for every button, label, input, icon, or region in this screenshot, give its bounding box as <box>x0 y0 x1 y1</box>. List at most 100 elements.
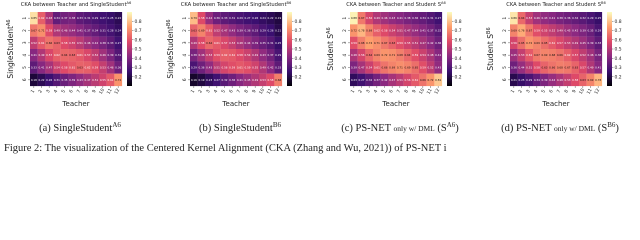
heatmap-cell <box>68 24 77 37</box>
heatmap-cell <box>411 12 420 25</box>
heatmap-cell <box>357 12 366 25</box>
heatmap-cell <box>274 61 283 74</box>
heatmap-cell <box>510 73 518 87</box>
cell-label: 0.61 <box>412 78 418 82</box>
caption-segment: (b) SingleStudent <box>199 123 273 134</box>
heatmap-cell <box>197 24 206 37</box>
cell-label: 0.57 <box>557 41 563 45</box>
x-tick-label: 12 <box>113 87 121 95</box>
cell-label: 0.72 <box>428 78 434 82</box>
cell-label: 0.76 <box>519 29 525 33</box>
cell-label: 0.69 <box>511 29 517 33</box>
cell-label: 0.46 <box>588 53 594 57</box>
cell-label: 0.58 <box>199 41 205 45</box>
cell-label: 0.46 <box>382 16 388 20</box>
panel-caption: (a) SingleStudentA6 <box>39 121 121 134</box>
y-tick-label: 3 <box>342 41 348 44</box>
cell-label: 0.72 <box>351 29 357 33</box>
x-tick-label: 1 <box>510 89 517 95</box>
colorbar-tick-label: 0.5 <box>295 47 302 53</box>
colorbar-tick-label: 0.7 <box>615 28 622 34</box>
y-tick-label: 6 <box>502 78 508 81</box>
heatmap-cell <box>403 36 412 50</box>
heatmap-cell <box>403 73 412 87</box>
cell-label: 0.33 <box>31 66 37 70</box>
cell-label: 0.63 <box>69 53 75 57</box>
x-tick-label: 2 <box>357 89 364 95</box>
x-tick-label: 4 <box>373 89 380 95</box>
heatmap-cell <box>563 73 572 87</box>
heatmap-cell <box>30 12 38 25</box>
cell-label: 0.58 <box>534 66 540 70</box>
cell-label: 0.62 <box>565 53 571 57</box>
x-axis-label: Teacher <box>61 100 89 108</box>
cell-label: 0.64 <box>206 41 212 45</box>
heatmap-cell <box>83 12 92 25</box>
cell-label: 0.32 <box>580 16 586 20</box>
heatmap-cell <box>228 49 237 62</box>
heatmap-cell <box>220 12 229 25</box>
cell-label: 0.66 <box>557 53 563 57</box>
cell-label: 0.63 <box>191 29 197 33</box>
cell-label: 0.47 <box>85 78 91 82</box>
cell-label: 0.61 <box>69 66 75 70</box>
heatmap-cell <box>533 73 541 87</box>
x-tick-label: 9 <box>571 89 578 95</box>
heatmap-cell <box>510 12 518 25</box>
heatmap-cell <box>274 24 283 37</box>
cell-label: 0.52 <box>549 29 555 33</box>
x-tick-label: 11 <box>106 87 114 95</box>
caption-segment: (S <box>595 123 607 134</box>
heatmap-cell <box>563 24 572 37</box>
cell-label: 0.22 <box>268 16 274 20</box>
heatmap-cell <box>411 24 420 37</box>
heatmap-cell <box>228 12 237 25</box>
cell-label: 0.27 <box>435 16 441 20</box>
heatmap-cell <box>350 36 358 50</box>
heatmap-cell <box>357 36 366 50</box>
cell-label: 0.38 <box>595 53 601 57</box>
cell-label: 0.23 <box>351 78 357 82</box>
heatmap-cell <box>236 24 244 37</box>
heatmap-cell <box>243 12 252 25</box>
cell-label: 0.52 <box>214 29 220 33</box>
cell-label: 0.27 <box>214 78 220 82</box>
heatmap-cell <box>388 36 397 50</box>
heatmap-cell <box>76 12 84 25</box>
heatmap-cell <box>243 24 252 37</box>
heatmap-cell <box>76 61 84 74</box>
cell-label: 0.31 <box>115 53 121 57</box>
heatmap-cell <box>83 24 92 37</box>
heatmap-cell <box>37 12 46 25</box>
cell-label: 0.66 <box>420 78 426 82</box>
heatmap-cell <box>563 36 572 50</box>
cell-label: 0.43 <box>206 66 212 70</box>
cell-label: 0.36 <box>511 66 517 70</box>
cell-label: 0.66 <box>549 66 555 70</box>
cell-label: 0.58 <box>382 29 388 33</box>
heatmap-cell <box>548 36 557 50</box>
heatmap-cell <box>243 36 252 50</box>
heatmap-cell <box>30 49 38 62</box>
cell-label: 0.72 <box>115 78 121 82</box>
cell-label: 0.61 <box>206 29 212 33</box>
cell-label: 0.53 <box>565 78 571 82</box>
cell-label: 0.39 <box>542 78 548 82</box>
heatmap-cell <box>251 36 260 50</box>
colorbar <box>607 12 612 86</box>
cell-label: 0.27 <box>100 16 106 20</box>
cell-label: 0.19 <box>199 78 205 82</box>
heatmap-cell <box>434 36 443 50</box>
heatmap-cell <box>236 36 244 50</box>
cell-label: 0.37 <box>268 53 274 57</box>
colorbar-tick-label: 0.3 <box>615 65 622 71</box>
heatmap-cell <box>220 61 229 74</box>
heatmap-cell <box>388 73 397 87</box>
heatmap-cell <box>266 12 275 25</box>
heatmap-cell <box>197 73 206 87</box>
heatmap-cell <box>396 36 404 50</box>
y-tick-label: 4 <box>22 54 28 57</box>
y-tick-label: 5 <box>22 66 28 69</box>
y-axis-label: SingleStudentA6 <box>6 19 15 78</box>
cell-label: 0.29 <box>595 29 601 33</box>
